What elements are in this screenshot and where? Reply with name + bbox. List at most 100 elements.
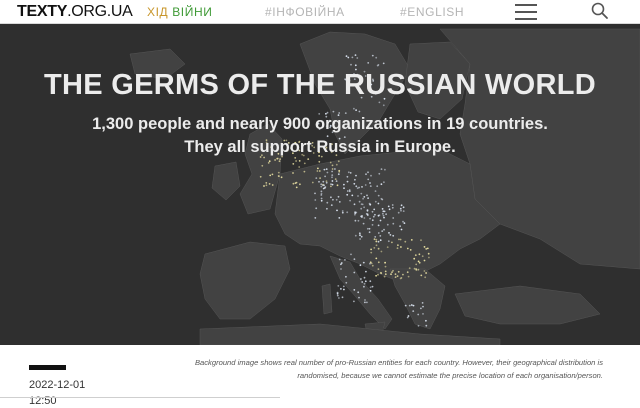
entity-dot (355, 68, 357, 71)
entity-dot (283, 139, 286, 142)
entity-dot (345, 275, 347, 278)
entity-dot (349, 172, 352, 174)
entity-dot (348, 190, 351, 193)
entity-dot (320, 155, 323, 158)
entity-dot (378, 172, 381, 175)
entity-dot (394, 273, 397, 276)
entity-dot (331, 131, 334, 134)
entity-dot (369, 89, 372, 92)
entity-dot (357, 291, 360, 294)
entity-dot (355, 211, 358, 214)
entity-dot (363, 70, 366, 73)
entity-dot (382, 104, 385, 107)
entity-dot (384, 273, 387, 276)
entity-dot (337, 160, 340, 163)
search-icon[interactable] (591, 2, 609, 20)
entity-dot (338, 258, 341, 261)
entity-dot (363, 217, 366, 219)
entity-dot (279, 158, 281, 161)
entity-dot (380, 250, 383, 253)
entity-dot (370, 174, 372, 177)
entity-dot (277, 171, 280, 174)
entity-dot (369, 289, 372, 292)
entity-dot (364, 301, 366, 304)
entity-dot (325, 147, 328, 149)
entity-dot (330, 204, 333, 207)
entity-dot (382, 210, 385, 213)
entity-dot (314, 199, 317, 201)
entity-dot (337, 173, 340, 176)
entity-dot (354, 178, 356, 181)
entity-dot (425, 248, 428, 250)
entity-dot (397, 270, 400, 273)
nav-link-english[interactable]: #ENGLISH (400, 5, 465, 19)
entity-dot (327, 121, 330, 124)
entity-dot (295, 186, 298, 189)
entity-dot (385, 213, 387, 216)
entity-dot (325, 115, 328, 118)
entity-dot (423, 246, 426, 248)
entity-dot (415, 263, 418, 266)
entity-dot (318, 160, 321, 163)
entity-dot (351, 194, 354, 197)
entity-dot (298, 160, 301, 162)
entity-dot (330, 151, 333, 154)
entity-dot (364, 299, 366, 301)
entity-dot (311, 181, 314, 184)
entity-dot (384, 168, 386, 171)
entity-dot (318, 113, 321, 115)
entity-dot (292, 172, 294, 174)
nav-link-infowar[interactable]: #ІНФОВІЙНА (265, 5, 345, 19)
entity-dot (369, 217, 371, 220)
entity-dot (344, 259, 346, 261)
hamburger-menu-icon[interactable] (515, 4, 537, 20)
entity-dot (406, 316, 409, 319)
entity-dot (413, 257, 416, 260)
nav-link-war-course[interactable]: ХІД ВІЙНИ (147, 5, 212, 19)
entity-dot (377, 232, 380, 234)
entity-dot (281, 155, 283, 158)
entity-dot (360, 278, 362, 280)
entity-dot (378, 214, 381, 217)
entity-dot (386, 246, 389, 249)
nav-war-part1: ХІД (147, 5, 173, 19)
entity-dot (381, 76, 384, 78)
entity-dot (403, 222, 406, 225)
entity-dot (346, 211, 349, 214)
entity-dot (318, 155, 320, 157)
entity-dot (346, 180, 349, 183)
entity-dot (331, 174, 334, 177)
entity-dot (325, 168, 328, 171)
nav-war-part2: ВІЙНИ (172, 5, 213, 19)
entity-dot (336, 209, 338, 212)
entity-dot (353, 300, 355, 303)
entity-dot (326, 111, 329, 114)
logo-domain-text: .ORG.UA (67, 3, 133, 20)
entity-dot (374, 236, 377, 238)
entity-dot (315, 207, 318, 210)
entity-dot (354, 64, 357, 67)
entity-dot (359, 234, 361, 237)
entity-dot (377, 261, 380, 264)
entity-dot (377, 194, 380, 197)
entity-dot (406, 247, 409, 250)
entity-dot (356, 57, 359, 59)
entity-dot (353, 258, 356, 261)
entity-dot (373, 238, 376, 241)
entity-dot (361, 186, 363, 188)
entity-dot (404, 304, 407, 307)
entity-dot (303, 162, 306, 165)
entity-dot (428, 256, 430, 259)
entity-dot (371, 224, 374, 226)
entity-dot (265, 184, 268, 187)
entity-dot (389, 234, 392, 236)
entity-dot (402, 210, 405, 213)
entity-dot (265, 139, 268, 141)
entity-dot (348, 74, 351, 76)
entity-dot (399, 238, 402, 241)
entity-dot (400, 277, 403, 279)
entity-dot (332, 110, 335, 113)
entity-dot (354, 54, 357, 56)
site-logo[interactable]: TEXTY.ORG.UA (17, 3, 133, 21)
entity-dot (315, 177, 318, 180)
